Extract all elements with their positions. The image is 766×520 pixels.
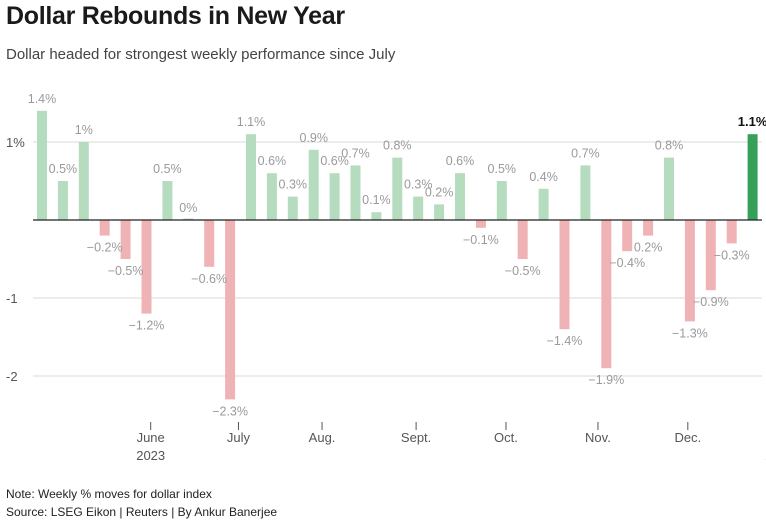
data-label: 0.6%: [446, 154, 475, 168]
bar: [183, 218, 194, 220]
y-tick-label: -2: [6, 369, 18, 384]
x-tick-label: July: [227, 430, 251, 445]
bar: [413, 196, 424, 220]
data-label: −0.2%: [87, 241, 123, 255]
data-label: −0.3%: [714, 248, 750, 262]
bar: [538, 188, 549, 220]
bar: [455, 173, 465, 220]
data-label: 0.5%: [488, 162, 517, 176]
x-tick-label: Dec.: [674, 430, 701, 445]
data-label: 0%: [179, 201, 197, 215]
data-label: −2.3%: [212, 404, 248, 418]
data-label: 0.8%: [383, 139, 412, 153]
bar: [329, 173, 340, 220]
data-label-highlight: 1.1%: [738, 114, 766, 129]
data-label: −0.6%: [191, 272, 227, 286]
bar: [726, 220, 737, 244]
bar: [99, 220, 110, 236]
bar: [308, 149, 319, 220]
y-tick-label: 1%: [6, 135, 25, 150]
data-label: −1.4%: [547, 334, 583, 348]
data-label: −1.3%: [672, 326, 708, 340]
data-label: 0.9%: [299, 131, 328, 145]
bar: [601, 220, 612, 369]
bar: [120, 220, 131, 259]
x-tick-label: Sept.: [401, 430, 431, 445]
data-labels: 1.4% 0.5% 1% −0.2% −0.5% −1.2% 0.5% 0% −0.6% −2.3…: [28, 92, 766, 419]
data-label: 0.5%: [153, 162, 182, 176]
x-tick-label: Nov.: [585, 430, 611, 445]
bar: [204, 220, 215, 267]
data-label: 0.7%: [341, 146, 370, 160]
bar: [664, 157, 674, 220]
bar: [559, 220, 570, 330]
gridlines: [33, 141, 762, 377]
data-label: −0.5%: [505, 264, 541, 278]
data-label: 0.8%: [655, 139, 684, 153]
data-label: 0.4%: [529, 170, 558, 184]
data-label: 1.4%: [28, 92, 57, 106]
bar: [371, 212, 382, 220]
bar: [643, 220, 654, 236]
data-label: 0.5%: [49, 162, 78, 176]
x-tick-label: Aug.: [309, 430, 336, 445]
bar: [162, 181, 173, 220]
chart-title: Dollar Rebounds in New Year: [6, 2, 345, 30]
bar: [705, 220, 716, 291]
bar: [246, 134, 256, 220]
bar: [517, 220, 528, 259]
axes: 1%-1-2June2023JulyAug.Sept.Oct.Nov.Dec.J…: [6, 135, 766, 463]
bar: [475, 220, 486, 228]
bar: [37, 110, 47, 220]
data-label: 0.1%: [362, 193, 391, 207]
bar: [580, 165, 591, 220]
bar: [350, 165, 361, 220]
data-label: 1%: [75, 123, 93, 137]
bar: [225, 220, 236, 400]
bars: [37, 110, 758, 400]
data-label: 0.6%: [258, 154, 287, 168]
data-label: 1.1%: [237, 115, 266, 129]
y-tick-label: -1: [6, 291, 18, 306]
data-label: −1.9%: [588, 373, 624, 387]
bar-chart: 1.4% 0.5% 1% −0.2% −0.5% −1.2% 0.5% 0% −0.6% −2.3…: [6, 92, 766, 463]
source-credit: Source: LSEG Eikon | Reuters | By Ankur …: [6, 505, 278, 519]
x-tick-label: June: [137, 430, 165, 445]
data-label: −1.2%: [129, 319, 165, 333]
bar: [141, 220, 152, 314]
x-tick-sublabel: 2023: [136, 448, 165, 463]
bar: [266, 173, 277, 220]
bar: [434, 204, 445, 220]
bar: [57, 181, 68, 220]
bar: [684, 220, 695, 322]
data-label: 0.7%: [571, 146, 600, 160]
data-label: −0.1%: [463, 233, 499, 247]
data-label: 0.2%: [634, 241, 663, 255]
data-label: −0.9%: [693, 295, 729, 309]
bar: [622, 220, 633, 252]
data-label: −0.4%: [609, 256, 645, 270]
bar: [287, 196, 298, 220]
bar: [747, 134, 758, 220]
bar: [496, 181, 507, 220]
bar: [78, 142, 89, 220]
chart-subtitle: Dollar headed for strongest weekly perfo…: [6, 46, 396, 63]
data-label: 0.3%: [404, 178, 433, 192]
bar: [392, 157, 403, 220]
data-label: −0.5%: [108, 264, 144, 278]
x-tick-label: Oct.: [494, 430, 518, 445]
footnote: Note: Weekly % moves for dollar index: [6, 487, 212, 501]
data-label: 0.6%: [320, 154, 349, 168]
data-label: 0.3%: [279, 178, 308, 192]
data-label: 0.2%: [425, 185, 454, 199]
